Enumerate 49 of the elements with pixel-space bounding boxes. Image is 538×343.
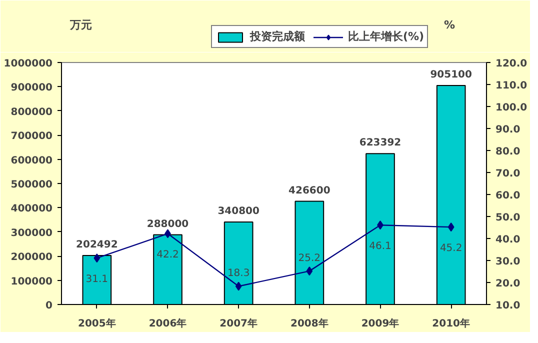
y-tick-label: 800000	[10, 106, 53, 118]
y-tick-label: 1000000	[4, 58, 53, 70]
x-tick-label: 2008年	[290, 318, 328, 330]
y-tick-label: 700000	[10, 131, 53, 142]
y-axis-title: 万元	[69, 18, 92, 32]
y2-tick-label: 110.0	[496, 80, 528, 92]
legend-label: 投资完成额	[250, 29, 305, 44]
y2-tick-label: 30.0	[496, 256, 520, 268]
data-label: 46.1	[369, 241, 392, 252]
point	[235, 282, 242, 291]
y2-tick-label: 80.0	[496, 146, 520, 158]
y-tick-label: 200000	[10, 252, 53, 264]
y2-tick-label: 70.0	[496, 168, 520, 180]
data-label: 905100	[430, 69, 472, 80]
x-tick-label: 2009年	[361, 318, 400, 330]
y-tick-label: 500000	[10, 180, 53, 190]
x-tick-label: 2006年	[148, 318, 187, 330]
y-tick-label: 600000	[10, 155, 53, 166]
point	[448, 222, 454, 232]
y2-tick-label: 50.0	[496, 212, 520, 224]
x-tick-label: 2007年	[220, 318, 258, 330]
x-tick-label: 2010年	[432, 318, 470, 330]
y2-tick-label: 100.0	[496, 102, 528, 114]
point	[306, 266, 313, 276]
data-label: 340800	[218, 206, 260, 218]
y2-tick-label: 60.0	[496, 190, 520, 202]
data-label: 623392	[359, 138, 402, 149]
data-label: 31.1	[86, 274, 108, 286]
point	[94, 254, 100, 263]
y2-tick-label: 90.0	[496, 124, 520, 136]
data-label: 18.3	[227, 268, 250, 280]
y-tick-label: 900000	[10, 82, 53, 94]
y-tick-label: 100000	[10, 276, 53, 288]
y2-tick-label: 10.0	[496, 300, 520, 312]
data-label: 45.2	[440, 243, 462, 254]
x-tick-label: 2005年	[78, 318, 116, 330]
y2-axis-title: %	[444, 18, 456, 32]
y2-tick-label: 20.0	[496, 278, 520, 290]
legend-label: 比上年增长(%)	[348, 29, 424, 44]
data-label: 426600	[288, 185, 330, 196]
y2-tick-label: 120.0	[496, 58, 528, 70]
y2-tick-label: 40.0	[496, 234, 520, 246]
data-label: 42.2	[156, 250, 179, 261]
data-label: 202492	[76, 239, 118, 250]
y-tick-label: 400000	[10, 204, 53, 215]
y-tick-label: 0	[46, 300, 53, 312]
data-label: 288000	[146, 218, 189, 230]
y-tick-label: 300000	[10, 228, 53, 239]
data-label: 25.2	[298, 253, 321, 264]
